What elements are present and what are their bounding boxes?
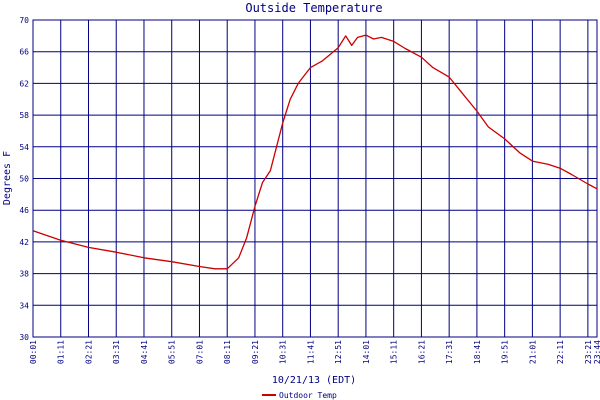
x-tick-labels: 00:01 01:11 02:21 03:31 04:41 05:51 07:01 08:11…: [29, 340, 600, 364]
x-axis-label: 10/21/13 (EDT): [272, 375, 356, 386]
x-tick-label: 00:01: [29, 340, 38, 364]
x-tick-label: 23:44: [593, 340, 600, 364]
y-tick-label: 46: [19, 206, 29, 215]
y-tick-label: 42: [19, 238, 29, 247]
x-tick-label: 03:31: [112, 340, 121, 364]
x-tick-label: 22:11: [556, 340, 565, 364]
x-tick-label: 02:21: [84, 340, 93, 364]
y-tick-label: 34: [19, 301, 29, 310]
x-tick-label: 16:21: [417, 340, 426, 364]
x-tick-label: 23:21: [584, 340, 593, 364]
series-line-outdoor-temp: [32, 34, 598, 270]
x-tick-label: 09:21: [251, 340, 260, 364]
x-tick-label: 11:41: [306, 340, 315, 364]
y-tick-label: 54: [19, 143, 29, 152]
y-tick-label: 38: [19, 270, 29, 279]
y-axis-label: Degrees F: [2, 151, 13, 205]
x-tick-label: 15:11: [390, 340, 399, 364]
x-tick-label: 14:01: [362, 340, 371, 364]
y-tick-label: 70: [19, 16, 29, 25]
y-tick-labels: 30 34 38 42 46 50 54 58 62 66 70: [19, 16, 29, 342]
legend: Outdoor Temp: [262, 391, 337, 400]
x-tick-label: 07:01: [195, 340, 204, 364]
x-tick-label: 12:51: [334, 340, 343, 364]
x-tick-label: 18:41: [473, 340, 482, 364]
x-tick-label: 08:11: [223, 340, 232, 364]
x-tick-label: 10:31: [279, 340, 288, 364]
chart-title: Outside Temperature: [245, 1, 382, 15]
x-tick-label: 01:11: [57, 340, 66, 364]
plot-area-frame: [32, 19, 598, 338]
x-tick-label: 17:31: [445, 340, 454, 364]
x-tick-label: 05:51: [168, 340, 177, 364]
x-tick-label: 04:41: [140, 340, 149, 364]
y-tick-label: 50: [19, 175, 29, 184]
x-tick-label: 21:01: [528, 340, 537, 364]
series-layer: [32, 34, 598, 270]
y-tick-label: 62: [19, 79, 29, 88]
x-tick-label: 19:51: [501, 340, 510, 364]
y-tick-label: 66: [19, 48, 29, 57]
legend-label: Outdoor Temp: [279, 391, 337, 400]
y-tick-label: 58: [19, 111, 29, 120]
y-tick-label: 30: [19, 333, 29, 342]
